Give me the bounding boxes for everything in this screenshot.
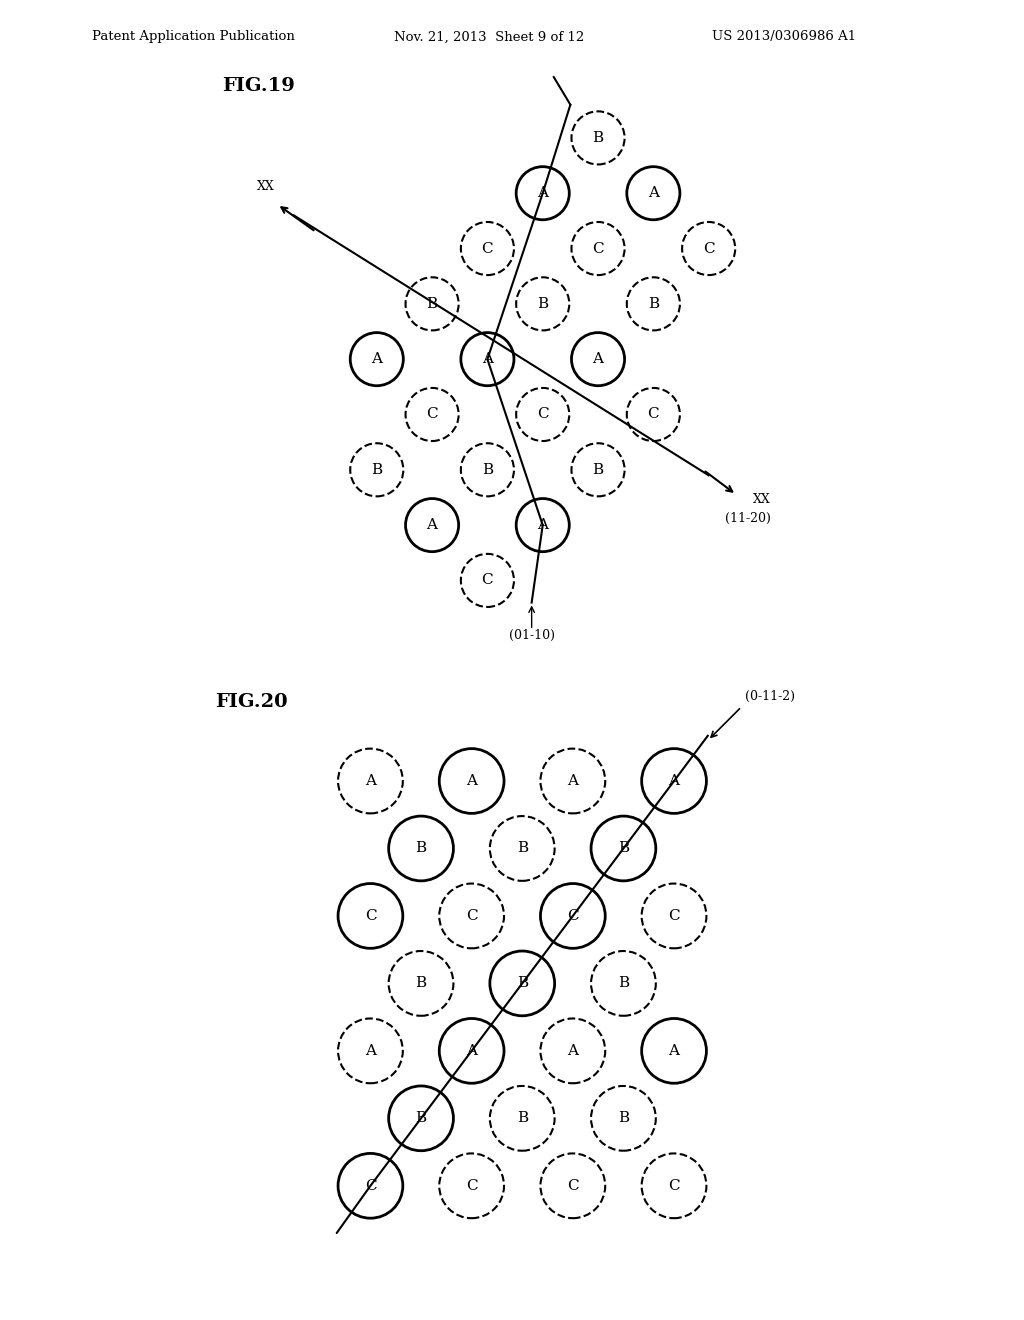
Text: Nov. 21, 2013  Sheet 9 of 12: Nov. 21, 2013 Sheet 9 of 12 — [394, 30, 585, 44]
Text: B: B — [517, 977, 527, 990]
Text: XX: XX — [257, 181, 275, 194]
Text: C: C — [669, 1179, 680, 1193]
Text: A: A — [593, 352, 603, 366]
Text: B: B — [416, 977, 427, 990]
Text: B: B — [517, 841, 527, 855]
Text: B: B — [648, 297, 658, 310]
Text: C: C — [669, 909, 680, 923]
Text: (11-20): (11-20) — [725, 512, 771, 525]
Text: FIG.19: FIG.19 — [222, 77, 295, 95]
Text: B: B — [416, 841, 427, 855]
Text: C: C — [567, 1179, 579, 1193]
Text: A: A — [669, 774, 680, 788]
Text: B: B — [593, 463, 603, 477]
Text: B: B — [427, 297, 437, 310]
Text: A: A — [538, 186, 548, 201]
Text: B: B — [538, 297, 548, 310]
Text: C: C — [481, 242, 494, 256]
Text: C: C — [365, 1179, 376, 1193]
Text: (0-11-2): (0-11-2) — [744, 690, 795, 704]
Text: A: A — [372, 352, 382, 366]
Text: C: C — [567, 909, 579, 923]
Text: B: B — [593, 131, 603, 145]
Text: B: B — [617, 1111, 629, 1126]
Text: (01-10): (01-10) — [509, 628, 555, 642]
Text: FIG.20: FIG.20 — [215, 693, 288, 711]
Text: C: C — [466, 1179, 477, 1193]
Text: XX: XX — [753, 492, 771, 506]
Text: A: A — [466, 1044, 477, 1057]
Text: B: B — [372, 463, 382, 477]
Text: B: B — [482, 463, 493, 477]
Text: US 2013/0306986 A1: US 2013/0306986 A1 — [712, 30, 856, 44]
Text: B: B — [416, 1111, 427, 1126]
Text: C: C — [481, 573, 494, 587]
Text: C: C — [365, 909, 376, 923]
Text: A: A — [567, 774, 579, 788]
Text: C: C — [702, 242, 715, 256]
Text: A: A — [466, 774, 477, 788]
Text: C: C — [592, 242, 604, 256]
Text: B: B — [617, 841, 629, 855]
Text: A: A — [669, 1044, 680, 1057]
Text: C: C — [426, 408, 438, 421]
Text: C: C — [647, 408, 659, 421]
Text: A: A — [365, 1044, 376, 1057]
Text: A: A — [538, 519, 548, 532]
Text: A: A — [648, 186, 658, 201]
Text: A: A — [567, 1044, 579, 1057]
Text: A: A — [482, 352, 493, 366]
Text: C: C — [466, 909, 477, 923]
Text: A: A — [365, 774, 376, 788]
Text: B: B — [617, 977, 629, 990]
Text: A: A — [427, 519, 437, 532]
Text: Patent Application Publication: Patent Application Publication — [92, 30, 295, 44]
Text: C: C — [537, 408, 549, 421]
Text: B: B — [517, 1111, 527, 1126]
